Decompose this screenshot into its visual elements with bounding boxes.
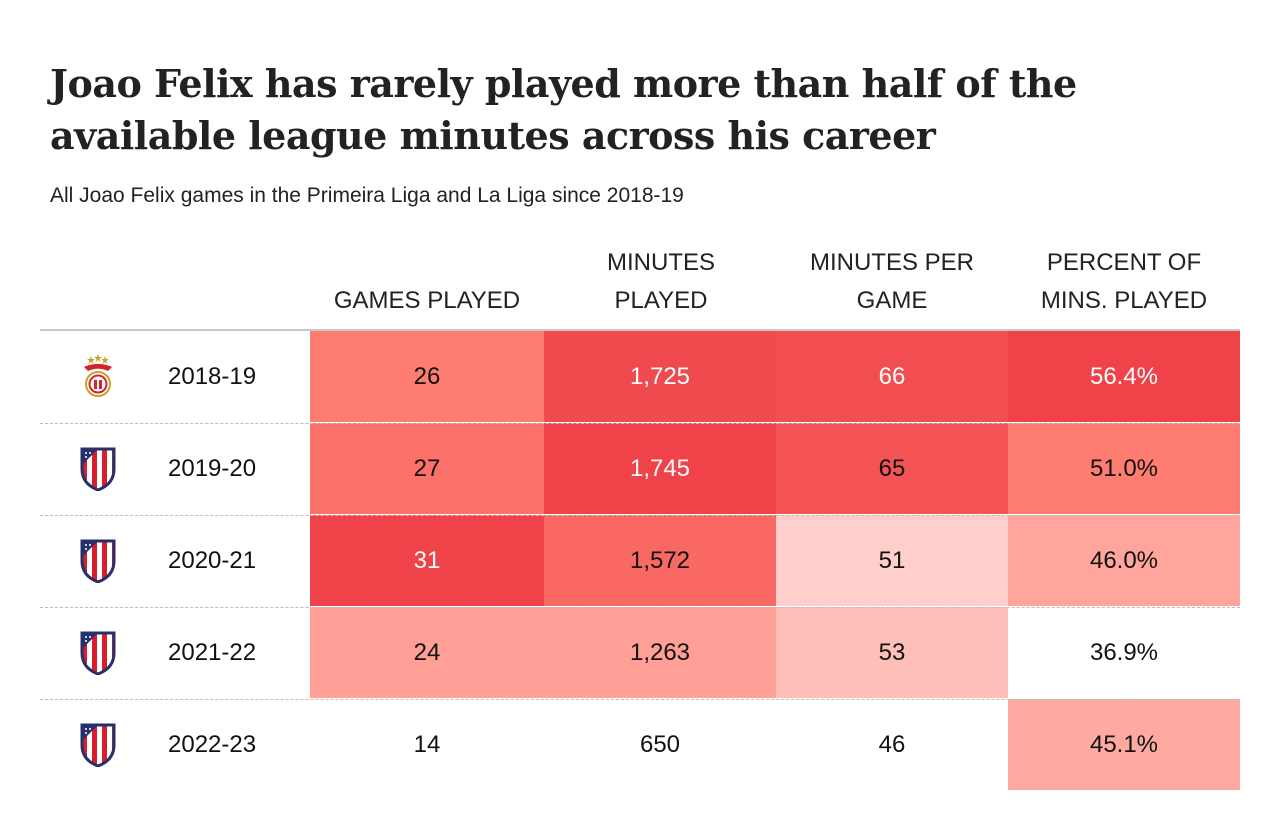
table-row: 2019-20 27 1,745 65 51.0%	[40, 423, 1240, 514]
season-label: 2019-20	[168, 454, 257, 482]
column-header-percent-of-mins-played: PERCENT OF MINS. PLAYED	[1040, 249, 1208, 314]
row-divider	[40, 607, 1240, 608]
season-label: 2021-22	[168, 638, 257, 666]
games-played-cell: 24	[310, 607, 544, 698]
percent-of-mins-played-cell: 36.9%	[1089, 638, 1159, 666]
column-header-minutes-per-game: MINUTES PER GAME	[809, 249, 974, 314]
minutes-played-cell: 1,572	[544, 515, 776, 606]
chart-title: Joao Felix has rarely played more than h…	[50, 61, 1077, 158]
season-label: 2022-23	[168, 730, 257, 758]
games-played-cell: 26	[310, 331, 544, 422]
row-divider	[40, 423, 1240, 424]
header-rule	[40, 329, 1240, 331]
minutes-per-game-cell: 51	[776, 515, 1008, 606]
percent-of-mins-played-cell: 56.4%	[1008, 331, 1240, 422]
minutes-per-game-cell: 66	[776, 331, 1008, 422]
atletico-madrid-crest-icon	[80, 723, 116, 767]
table-row: 2018-19 26 1,725 66 56.4%	[40, 331, 1240, 422]
percent-of-mins-played-cell: 46.0%	[1008, 515, 1240, 606]
atletico-madrid-crest-icon	[80, 447, 116, 491]
chart-subtitle: All Joao Felix games in the Primeira Lig…	[50, 184, 684, 207]
atletico-madrid-crest-icon	[80, 539, 116, 583]
percent-of-mins-played-cell: 45.1%	[1008, 699, 1240, 790]
games-played-cell: 27	[310, 423, 544, 514]
minutes-per-game-cell: 53	[776, 607, 1008, 698]
benfica-crest-icon	[84, 354, 112, 397]
column-header-minutes-played: MINUTES PLAYED	[607, 249, 715, 314]
row-divider	[40, 699, 1240, 700]
atletico-madrid-crest-icon	[80, 631, 116, 675]
minutes-played-cell: 650	[639, 730, 681, 758]
table-row: 2021-22 24 1,263 53 36.9%	[40, 607, 1240, 698]
minutes-per-game-cell: 65	[776, 423, 1008, 514]
row-divider	[40, 515, 1240, 516]
season-label: 2018-19	[168, 362, 257, 390]
minutes-per-game-cell: 46	[878, 730, 906, 758]
table-row: 2020-21 31 1,572 51 46.0%	[40, 515, 1240, 606]
minutes-played-cell: 1,745	[544, 423, 776, 514]
season-label: 2020-21	[168, 546, 257, 574]
minutes-played-cell: 1,725	[544, 331, 776, 422]
column-header-games-played: GAMES PLAYED	[333, 287, 521, 314]
games-played-cell: 14	[413, 730, 441, 758]
games-played-cell: 31	[310, 515, 544, 606]
minutes-played-cell: 1,263	[544, 607, 776, 698]
percent-of-mins-played-cell: 51.0%	[1008, 423, 1240, 514]
table-row: 2022-23 14 650 46 45.1%	[40, 699, 1240, 790]
